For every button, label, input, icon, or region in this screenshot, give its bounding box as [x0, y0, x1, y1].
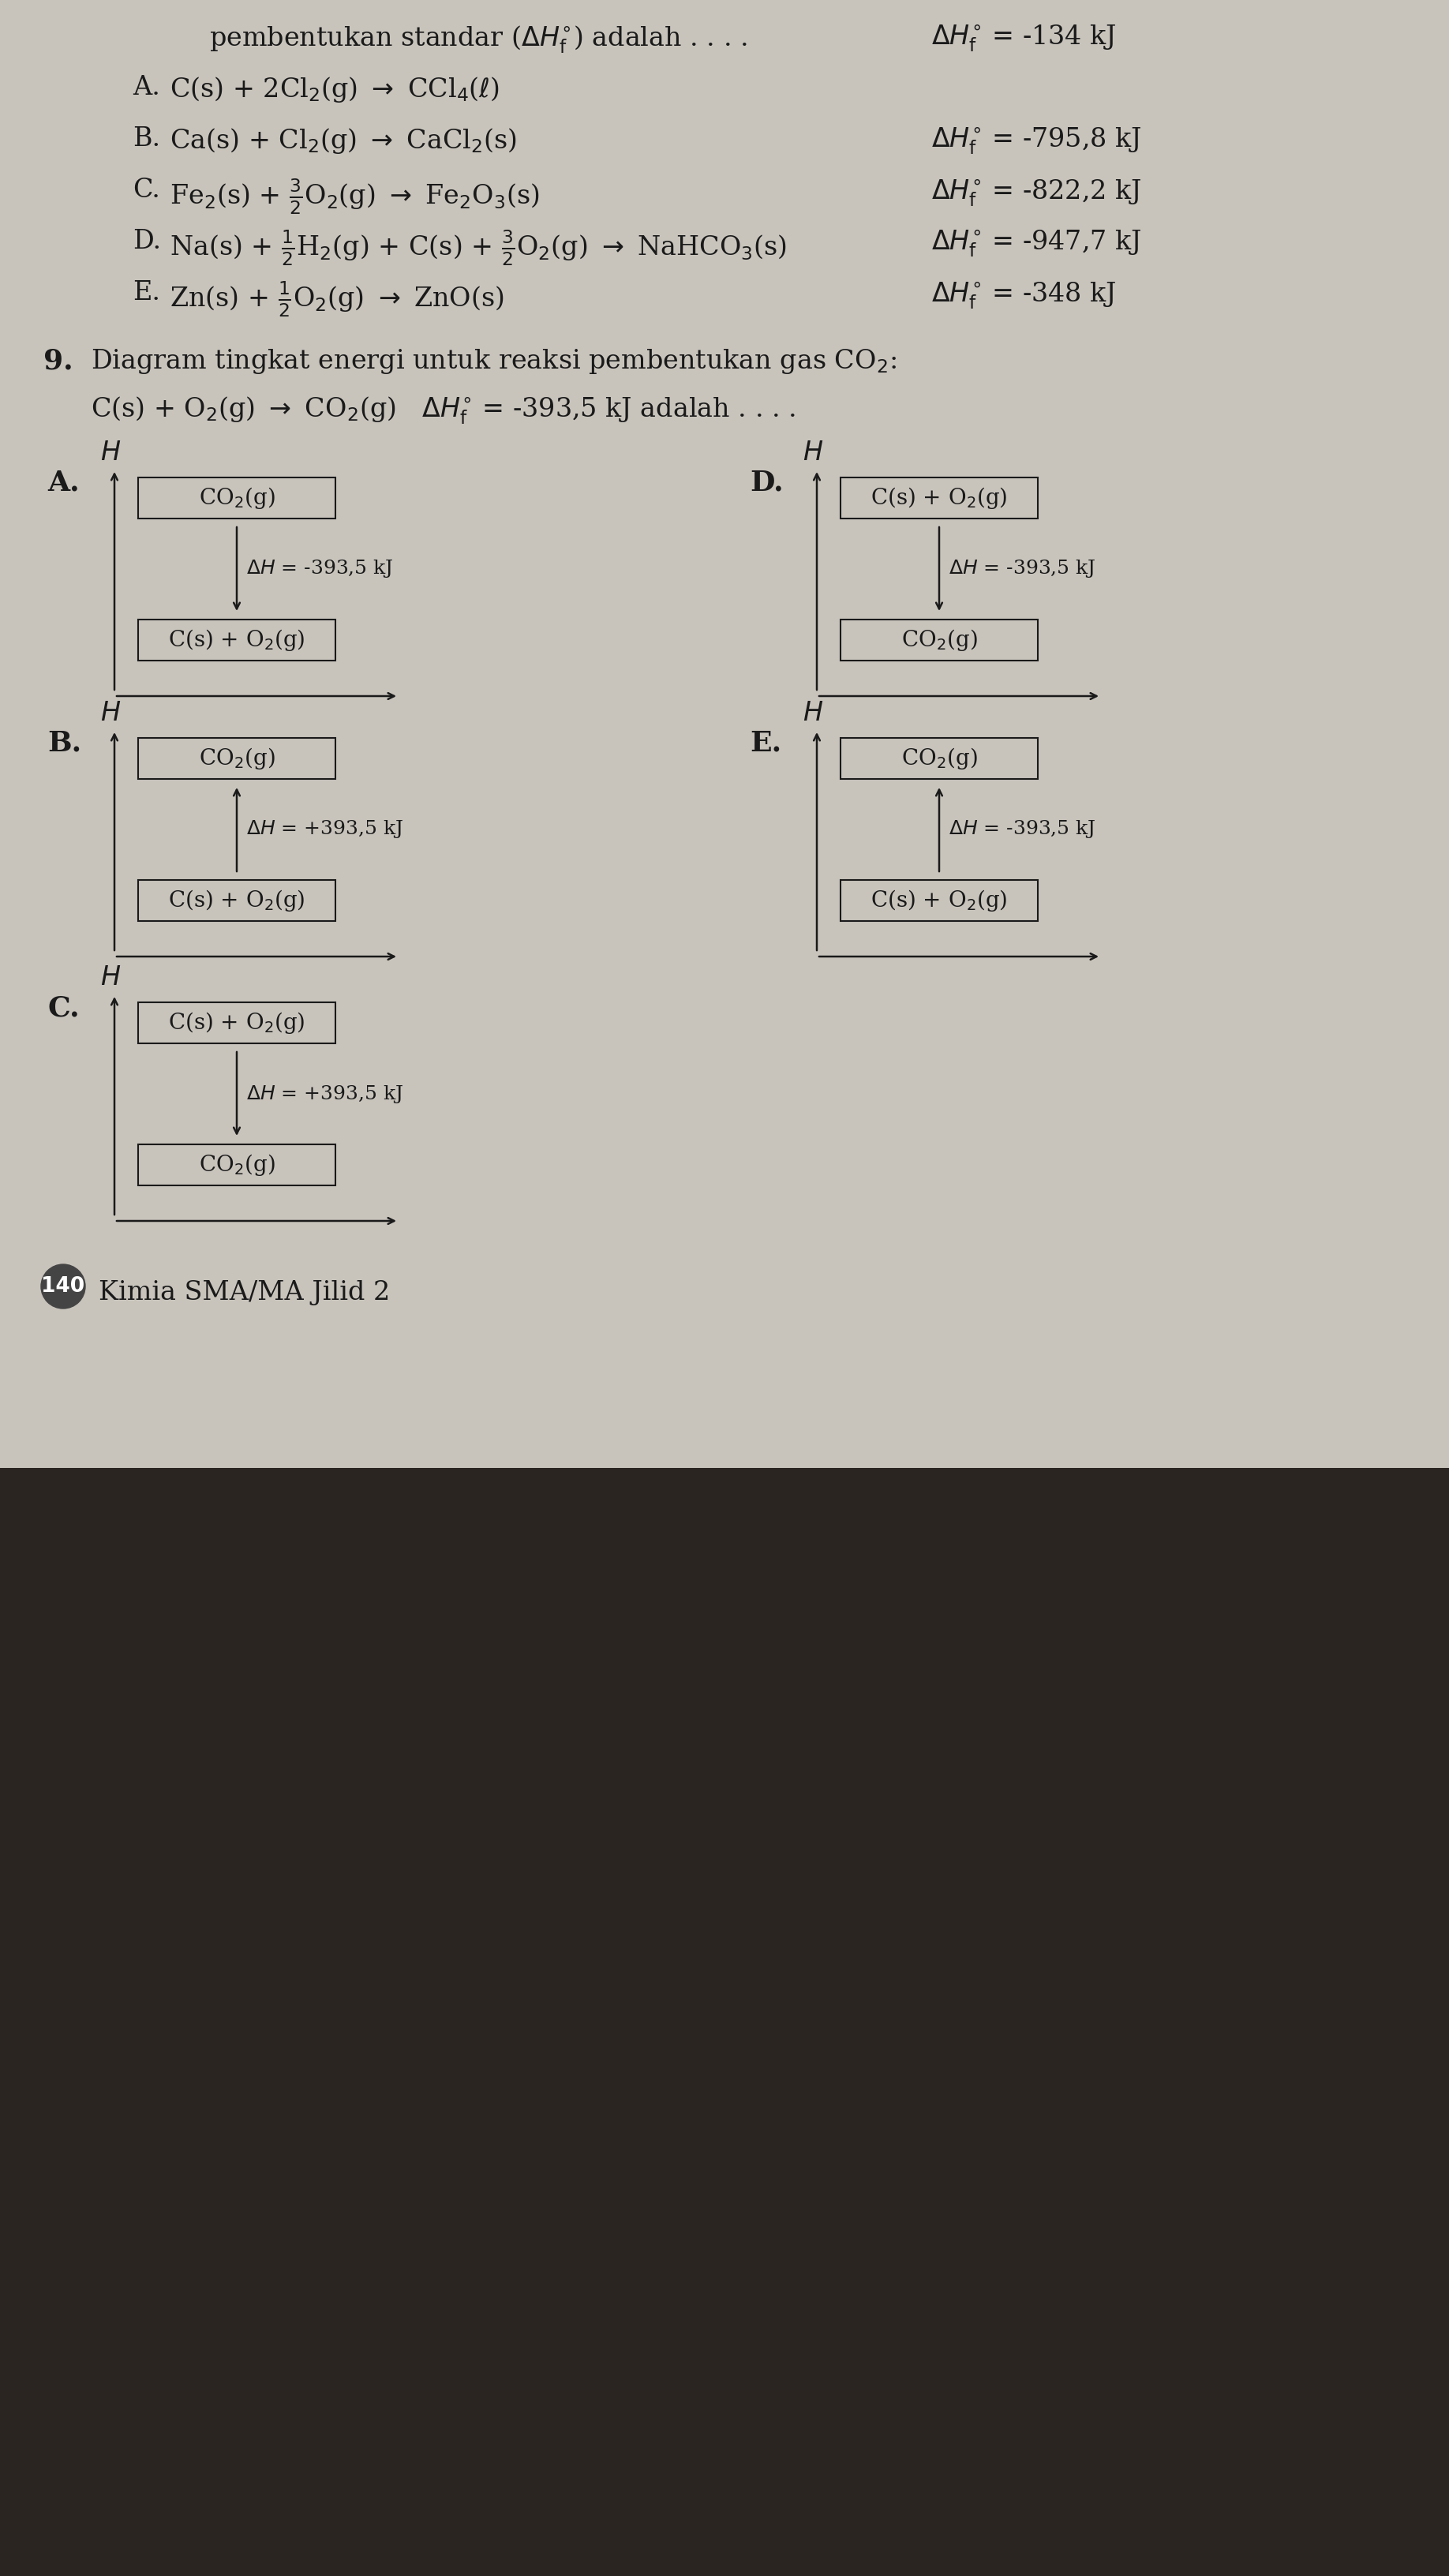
- Text: E.: E.: [749, 729, 781, 757]
- Text: $H$: $H$: [803, 440, 823, 466]
- Text: C.: C.: [133, 178, 159, 204]
- Bar: [138, 477, 335, 518]
- Text: $\Delta H_{\rm f}^{\circ}$ = -795,8 kJ: $\Delta H_{\rm f}^{\circ}$ = -795,8 kJ: [932, 126, 1142, 157]
- Text: CO$_2$(g): CO$_2$(g): [901, 747, 977, 770]
- Text: CO$_2$(g): CO$_2$(g): [199, 484, 275, 510]
- Text: E.: E.: [133, 281, 161, 307]
- Text: $\Delta H_{\rm f}^{\circ}$ = -822,2 kJ: $\Delta H_{\rm f}^{\circ}$ = -822,2 kJ: [932, 178, 1142, 209]
- Text: $\Delta H$ = +393,5 kJ: $\Delta H$ = +393,5 kJ: [246, 1082, 403, 1105]
- Text: 140: 140: [42, 1275, 85, 1296]
- Text: $\Delta H$ = +393,5 kJ: $\Delta H$ = +393,5 kJ: [246, 819, 403, 840]
- Text: C(s) + O$_2$(g): C(s) + O$_2$(g): [871, 484, 1007, 510]
- Text: D.: D.: [749, 469, 784, 497]
- Text: CO$_2$(g): CO$_2$(g): [199, 747, 275, 770]
- Text: D.: D.: [133, 229, 161, 255]
- Text: CO$_2$(g): CO$_2$(g): [901, 629, 977, 652]
- Text: B.: B.: [133, 126, 161, 152]
- Text: $\Delta H$ = -393,5 kJ: $\Delta H$ = -393,5 kJ: [246, 559, 394, 580]
- Bar: [138, 1002, 335, 1043]
- Text: Diagram tingkat energi untuk reaksi pembentukan gas CO$_2$:: Diagram tingkat energi untuk reaksi pemb…: [91, 348, 897, 376]
- Bar: [138, 737, 335, 778]
- Text: $\Delta H_{\rm f}^{\circ}$ = -134 kJ: $\Delta H_{\rm f}^{\circ}$ = -134 kJ: [932, 23, 1117, 54]
- Text: C(s) + O$_2$(g): C(s) + O$_2$(g): [168, 629, 306, 652]
- Text: pembentukan standar ($\Delta H_{\rm f}^{\circ}$) adalah . . . .: pembentukan standar ($\Delta H_{\rm f}^{…: [209, 23, 748, 54]
- Text: $\Delta H$ = -393,5 kJ: $\Delta H$ = -393,5 kJ: [949, 559, 1095, 580]
- Bar: [138, 1144, 335, 1185]
- Text: $H$: $H$: [803, 701, 823, 726]
- Text: $\Delta H$ = -393,5 kJ: $\Delta H$ = -393,5 kJ: [949, 819, 1095, 840]
- Bar: [840, 621, 1037, 659]
- Text: A.: A.: [133, 75, 159, 100]
- Text: A.: A.: [48, 469, 80, 497]
- Text: 9.: 9.: [43, 348, 72, 374]
- Text: C(s) + 2Cl$_2$(g) $\rightarrow$ CCl$_4$($\ell$): C(s) + 2Cl$_2$(g) $\rightarrow$ CCl$_4$(…: [170, 75, 500, 103]
- Bar: [138, 621, 335, 659]
- Text: C(s) + O$_2$(g): C(s) + O$_2$(g): [871, 889, 1007, 912]
- Text: $H$: $H$: [100, 701, 120, 726]
- Text: B.: B.: [48, 729, 81, 757]
- Text: C(s) + O$_2$(g): C(s) + O$_2$(g): [168, 1010, 306, 1036]
- Text: C.: C.: [48, 994, 80, 1020]
- Text: Kimia SMA/MA Jilid 2: Kimia SMA/MA Jilid 2: [99, 1280, 390, 1306]
- Text: Fe$_2$(s) + $\frac{3}{2}$O$_2$(g) $\rightarrow$ Fe$_2$O$_3$(s): Fe$_2$(s) + $\frac{3}{2}$O$_2$(g) $\righ…: [170, 178, 539, 216]
- Text: $H$: $H$: [100, 966, 120, 989]
- Text: $\Delta H_{\rm f}^{\circ}$ = -947,7 kJ: $\Delta H_{\rm f}^{\circ}$ = -947,7 kJ: [932, 229, 1142, 260]
- Text: Zn(s) + $\frac{1}{2}$O$_2$(g) $\rightarrow$ ZnO(s): Zn(s) + $\frac{1}{2}$O$_2$(g) $\rightarr…: [170, 281, 504, 319]
- Bar: [840, 881, 1037, 922]
- Text: C(s) + O$_2$(g) $\rightarrow$ CO$_2$(g)   $\Delta H_{\rm f}^{\circ}$ = -393,5 kJ: C(s) + O$_2$(g) $\rightarrow$ CO$_2$(g) …: [91, 394, 796, 425]
- Text: Na(s) + $\frac{1}{2}$H$_2$(g) + C(s) + $\frac{3}{2}$O$_2$(g) $\rightarrow$ NaHCO: Na(s) + $\frac{1}{2}$H$_2$(g) + C(s) + $…: [170, 229, 787, 268]
- Text: CO$_2$(g): CO$_2$(g): [199, 1151, 275, 1177]
- Text: $\Delta H_{\rm f}^{\circ}$ = -348 kJ: $\Delta H_{\rm f}^{\circ}$ = -348 kJ: [932, 281, 1117, 312]
- Text: C(s) + O$_2$(g): C(s) + O$_2$(g): [168, 889, 306, 912]
- Bar: [0, 0, 1449, 1468]
- Text: Ca(s) + Cl$_2$(g) $\rightarrow$ CaCl$_2$(s): Ca(s) + Cl$_2$(g) $\rightarrow$ CaCl$_2$…: [170, 126, 517, 155]
- Circle shape: [41, 1265, 85, 1309]
- Bar: [840, 477, 1037, 518]
- Bar: [840, 737, 1037, 778]
- Text: $H$: $H$: [100, 440, 120, 466]
- Bar: [138, 881, 335, 922]
